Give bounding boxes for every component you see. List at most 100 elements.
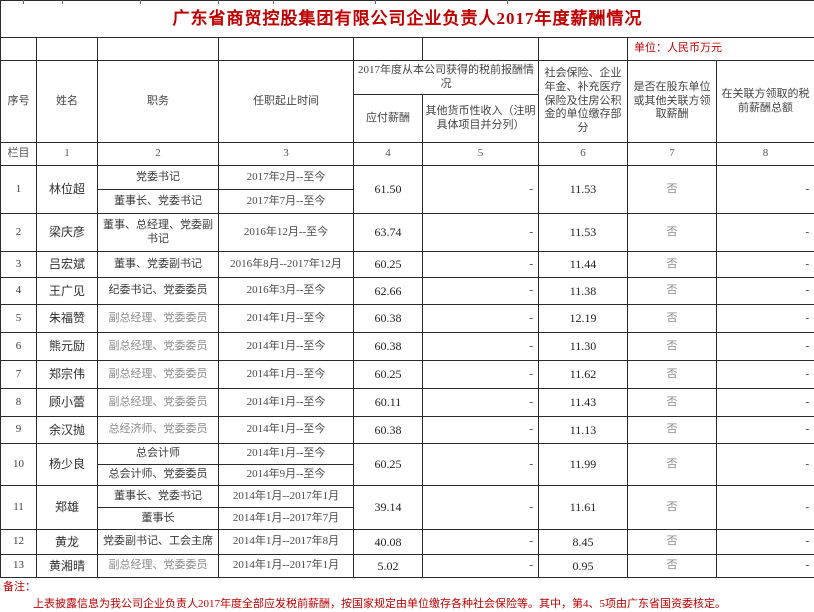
row-related-flag: 否 [628, 305, 717, 333]
row-name: 杨少良 [37, 444, 98, 486]
row-related-flag: 否 [628, 444, 717, 486]
column-index: 7 [628, 143, 717, 166]
column-index: 2 [98, 143, 219, 166]
row-related-flag: 否 [628, 333, 717, 361]
row-related-flag: 否 [628, 214, 717, 252]
row-name: 梁庆彦 [37, 214, 98, 252]
row-related-flag: 否 [628, 417, 717, 444]
row-period: 2016年8月--2017年12月 [219, 252, 354, 278]
row-payable: 62.66 [354, 278, 423, 305]
row-name: 黄湘晴 [37, 555, 98, 578]
row-period: 2014年1月--至今 [219, 417, 354, 444]
row-other-income: - [423, 166, 539, 214]
row-payable: 60.25 [354, 252, 423, 278]
row-other-income: - [423, 444, 539, 486]
row-position: 总会计师 [98, 444, 219, 465]
row-seq: 7 [1, 361, 37, 389]
row-period: 2016年12月--至今 [219, 214, 354, 252]
row-position: 董事长、党委书记 [98, 190, 219, 214]
row-period: 2014年1月--2017年7月 [219, 508, 354, 530]
unit-label: 单位：人民币万元 [628, 38, 814, 61]
row-payable: 60.25 [354, 361, 423, 389]
row-related-flag: 否 [628, 166, 717, 214]
row-social-insurance: 11.99 [539, 444, 628, 486]
empty-cell [1, 38, 37, 61]
row-other-income: - [423, 214, 539, 252]
column-index: 8 [717, 143, 814, 166]
table-row: 12 黄龙 党委副书记、工会主席 2014年1月--2017年8月 40.08 … [1, 530, 814, 555]
row-period: 2017年7月--至今 [219, 190, 354, 214]
column-index-label: 栏目 [1, 143, 37, 166]
column-index: 6 [539, 143, 628, 166]
row-payable: 60.38 [354, 333, 423, 361]
row-related-flag: 否 [628, 486, 717, 530]
table-row: 13 黄湘晴 副总经理、党委委员 2014年1月--2017年1月 5.02 -… [1, 555, 814, 578]
row-position: 纪委书记、党委委员 [98, 278, 219, 305]
row-payable: 39.14 [354, 486, 423, 530]
column-index-row: 栏目 1 2 3 4 5 6 7 8 [1, 143, 814, 166]
row-name: 吕宏斌 [37, 252, 98, 278]
row-related-total: - [717, 278, 814, 305]
row-related-total: - [717, 444, 814, 486]
unit-row: 单位：人民币万元 [1, 38, 814, 61]
header-cell-term: 任职起止时间 [219, 61, 354, 143]
row-seq: 3 [1, 252, 37, 278]
empty-cell [354, 38, 423, 61]
row-position: 董事、党委副书记 [98, 252, 219, 278]
row-related-total: - [717, 214, 814, 252]
row-name: 余汉抛 [37, 417, 98, 444]
row-payable: 60.38 [354, 417, 423, 444]
table-row: 1 林位超 党委书记 2017年2月--至今 61.50 - 11.53 否 - [1, 166, 814, 190]
row-seq: 11 [1, 486, 37, 530]
row-period: 2014年1月--2017年1月 [219, 555, 354, 578]
row-seq: 4 [1, 278, 37, 305]
empty-cell [219, 38, 354, 61]
gridline-stub [273, 0, 274, 4]
note-text: 上表披露信息为我公司企业负责人2017年度全部应发税前薪酬，按国家规定由单位缴存… [3, 596, 814, 612]
row-period: 2016年3月--至今 [219, 278, 354, 305]
row-seq: 8 [1, 389, 37, 417]
row-social-insurance: 11.62 [539, 361, 628, 389]
row-related-flag: 否 [628, 555, 717, 578]
row-period: 2014年1月--2017年1月 [219, 486, 354, 508]
row-payable: 61.50 [354, 166, 423, 214]
row-seq: 9 [1, 417, 37, 444]
row-social-insurance: 11.13 [539, 417, 628, 444]
table-row: 8 顾小蕾 副总经理、党委委员 2014年1月--至今 60.11 - 11.4… [1, 389, 814, 417]
header-cell-related-flag: 是否在股东单位或其他关联方领取薪酬 [628, 61, 717, 143]
row-social-insurance: 12.19 [539, 305, 628, 333]
row-seq: 6 [1, 333, 37, 361]
row-name: 朱福赞 [37, 305, 98, 333]
row-position: 副总经理、党委委员 [98, 305, 219, 333]
row-payable: 40.08 [354, 530, 423, 555]
gridline-stub [62, 0, 63, 4]
page-title: 广东省商贸控股集团有限公司企业负责人2017年度薪酬情况 [1, 1, 814, 38]
table-row: 4 王广见 纪委书记、党委委员 2016年3月--至今 62.66 - 11.3… [1, 278, 814, 305]
row-related-total: - [717, 305, 814, 333]
row-position: 董事、总经理、党委副书记 [98, 214, 219, 252]
row-social-insurance: 8.45 [539, 530, 628, 555]
row-period: 2014年9月--至今 [219, 465, 354, 486]
table-row: 7 郑宗伟 副总经理、党委委员 2014年1月--至今 60.25 - 11.6… [1, 361, 814, 389]
row-period: 2014年1月--至今 [219, 333, 354, 361]
row-position: 党委书记 [98, 166, 219, 190]
table-row: 11 郑雄 董事长、党委书记 2014年1月--2017年1月 39.14 - … [1, 486, 814, 508]
row-seq: 10 [1, 444, 37, 486]
row-position: 总经济师、党委委员 [98, 417, 219, 444]
row-seq: 1 [1, 166, 37, 214]
row-related-total: - [717, 486, 814, 530]
row-social-insurance: 11.53 [539, 214, 628, 252]
table-row: 6 熊元励 副总经理、党委委员 2014年1月--至今 60.38 - 11.3… [1, 333, 814, 361]
row-related-total: - [717, 333, 814, 361]
row-payable: 5.02 [354, 555, 423, 578]
row-other-income: - [423, 252, 539, 278]
row-related-total: - [717, 361, 814, 389]
row-position: 副总经理、党委委员 [98, 389, 219, 417]
row-name: 熊元励 [37, 333, 98, 361]
column-index: 5 [423, 143, 539, 166]
row-social-insurance: 11.38 [539, 278, 628, 305]
row-name: 黄龙 [37, 530, 98, 555]
row-period: 2014年1月--至今 [219, 389, 354, 417]
row-position: 总会计师、党委委员 [98, 465, 219, 486]
row-payable: 60.25 [354, 444, 423, 486]
